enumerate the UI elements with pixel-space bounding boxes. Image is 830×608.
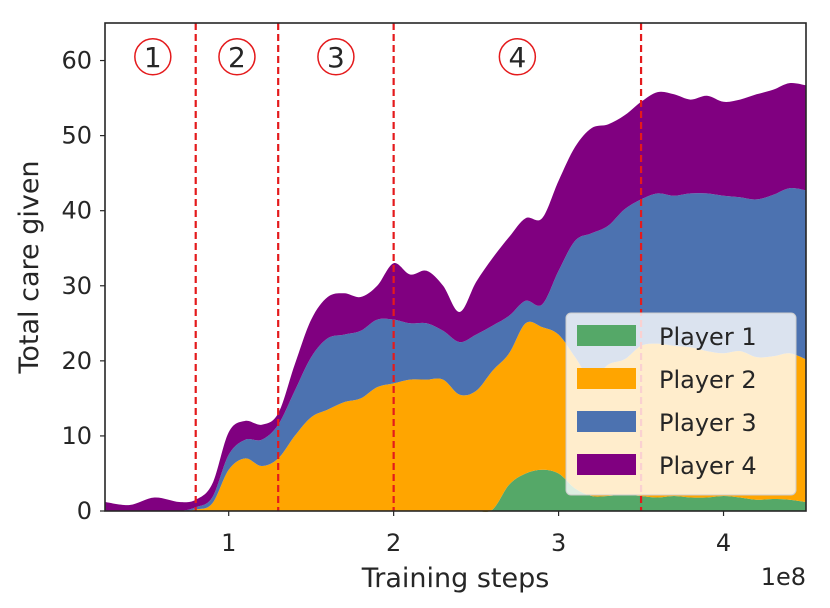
y-tick-label-2: 10 xyxy=(61,422,92,450)
phase-circle-1 xyxy=(134,38,172,76)
phase-label-1: 1 xyxy=(144,41,162,74)
y-tick-label-1: 0 xyxy=(77,497,92,525)
x-axis-offset-label: 1e8 xyxy=(761,563,806,591)
phase-label-2: 2 xyxy=(228,41,246,74)
area-series-3 xyxy=(105,188,806,512)
area-series-1 xyxy=(105,469,806,512)
y-axis-label: Total care given xyxy=(14,160,45,374)
x-tick-label-2: 2 xyxy=(386,529,401,557)
y-axis-ticks: 0 10 20 30 40 50 60 xyxy=(61,47,105,525)
legend-swatch-1 xyxy=(577,325,636,346)
y-tick-label-4: 30 xyxy=(61,272,92,300)
phase-markers: 1 2 3 4 xyxy=(134,38,537,76)
legend-swatch-2 xyxy=(577,368,636,389)
phase-circle-2 xyxy=(218,38,256,76)
x-axis-label: Training steps xyxy=(361,563,550,594)
legend-label-1: Player 1 xyxy=(659,323,757,351)
y-tick-label-5: 40 xyxy=(61,197,92,225)
legend-label-4: Player 4 xyxy=(659,452,757,480)
phase-circle-4 xyxy=(498,38,537,76)
legend-box xyxy=(565,312,797,496)
phase-label-4: 4 xyxy=(508,41,526,74)
plot-frame xyxy=(104,22,807,512)
area-series-4 xyxy=(105,82,806,512)
x-tick-label-3: 3 xyxy=(551,529,566,557)
x-axis-ticks: 1 2 3 4 xyxy=(221,511,731,557)
phase-lines xyxy=(194,23,643,511)
y-tick-label-7: 60 xyxy=(61,47,92,75)
legend-label-2: Player 2 xyxy=(659,366,757,394)
legend-swatch-3 xyxy=(577,411,636,432)
legend-label-3: Player 3 xyxy=(659,409,757,437)
phase-circle-3 xyxy=(317,38,355,76)
y-tick-label-3: 20 xyxy=(61,347,92,375)
x-tick-label-4: 4 xyxy=(716,529,731,557)
legend-swatch-4 xyxy=(577,454,636,475)
phase-label-3: 3 xyxy=(327,41,345,74)
x-tick-label-1: 1 xyxy=(221,529,236,557)
legend: Player 1 Player 2 Player 3 Player 4 xyxy=(565,312,797,496)
y-tick-label-6: 50 xyxy=(61,122,92,150)
